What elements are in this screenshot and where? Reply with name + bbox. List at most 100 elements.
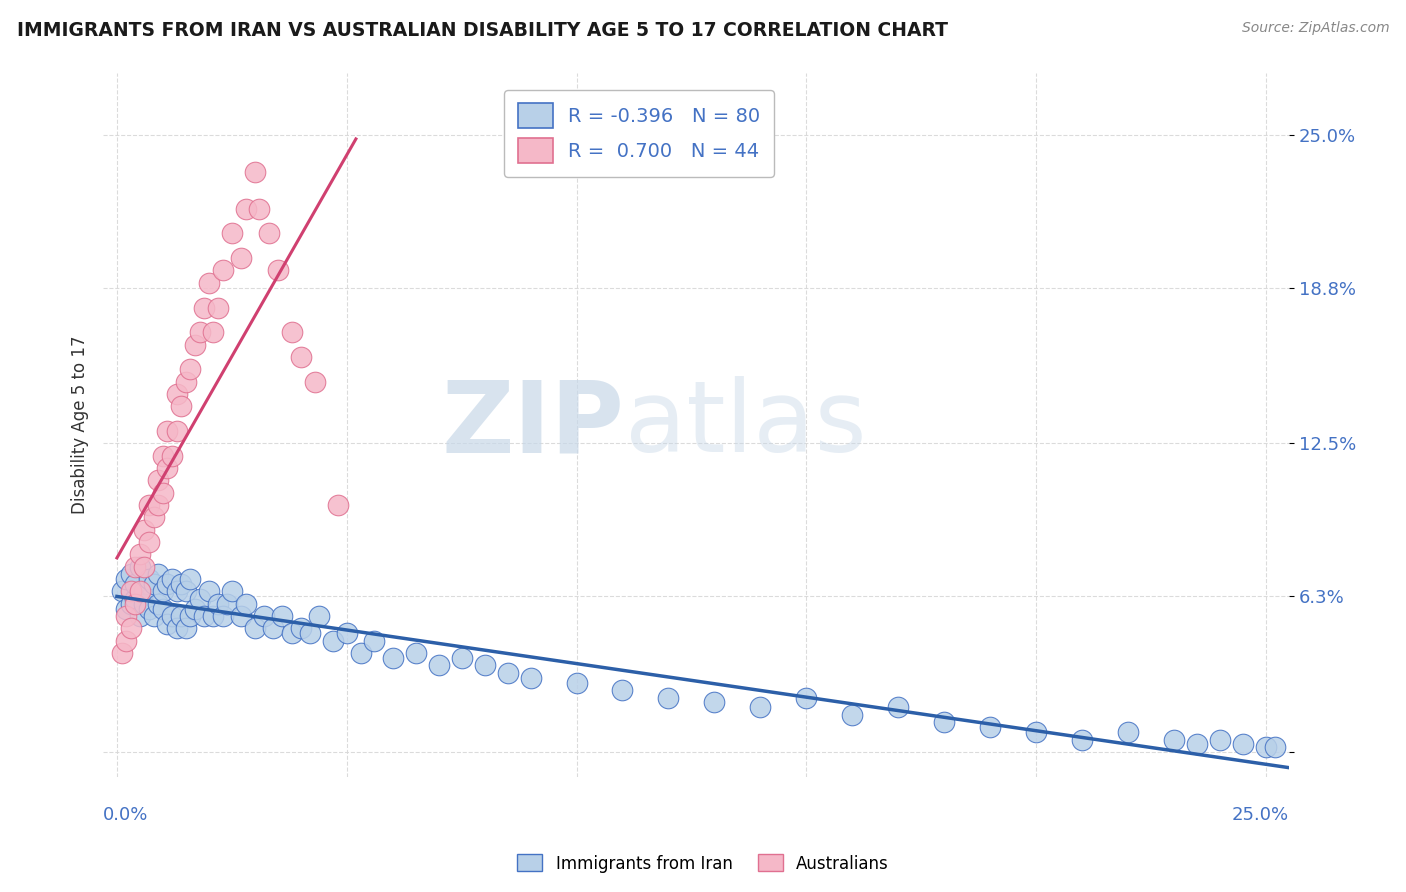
Point <box>156 424 179 438</box>
Point <box>253 609 276 624</box>
Point <box>229 251 252 265</box>
Point <box>298 626 321 640</box>
Point <box>349 646 371 660</box>
Point <box>193 609 215 624</box>
Point <box>267 263 290 277</box>
Point <box>174 375 197 389</box>
Point <box>1071 732 1094 747</box>
Point <box>280 626 302 640</box>
Point <box>290 622 312 636</box>
Point <box>142 510 165 524</box>
Point <box>152 449 174 463</box>
Point <box>450 651 472 665</box>
Point <box>243 165 266 179</box>
Point <box>160 449 183 463</box>
Point <box>887 700 910 714</box>
Point <box>148 473 170 487</box>
Point <box>1025 725 1047 739</box>
Point <box>120 584 142 599</box>
Point <box>156 616 179 631</box>
Point <box>188 591 211 606</box>
Point <box>211 609 233 624</box>
Point <box>115 609 138 624</box>
Point <box>202 325 225 339</box>
Point <box>138 601 160 615</box>
Point <box>841 707 863 722</box>
Point <box>166 622 188 636</box>
Point <box>115 601 138 615</box>
Point <box>229 609 252 624</box>
Text: Source: ZipAtlas.com: Source: ZipAtlas.com <box>1241 21 1389 35</box>
Point <box>184 337 207 351</box>
Point <box>496 665 519 680</box>
Point <box>304 375 326 389</box>
Point <box>257 227 280 241</box>
Point <box>794 690 817 705</box>
Point <box>156 577 179 591</box>
Point <box>166 424 188 438</box>
Point <box>134 597 156 611</box>
Point <box>934 715 956 730</box>
Point <box>247 202 270 216</box>
Point <box>363 633 385 648</box>
Point <box>322 633 344 648</box>
Point <box>148 567 170 582</box>
Point <box>166 584 188 599</box>
Point <box>308 609 330 624</box>
Point <box>1185 738 1208 752</box>
Point <box>612 683 634 698</box>
Point <box>198 276 221 290</box>
Point <box>170 399 193 413</box>
Point <box>280 325 302 339</box>
Point <box>152 485 174 500</box>
Point <box>326 498 349 512</box>
Point <box>979 720 1001 734</box>
Point <box>170 577 193 591</box>
Point <box>1209 732 1232 747</box>
Point <box>221 227 243 241</box>
Point <box>1254 739 1277 754</box>
Point <box>207 597 229 611</box>
Point <box>198 584 221 599</box>
Point <box>262 622 284 636</box>
Text: IMMIGRANTS FROM IRAN VS AUSTRALIAN DISABILITY AGE 5 TO 17 CORRELATION CHART: IMMIGRANTS FROM IRAN VS AUSTRALIAN DISAB… <box>17 21 948 39</box>
Point <box>1264 739 1286 754</box>
Point <box>235 597 257 611</box>
Point <box>179 609 201 624</box>
Point <box>1232 738 1254 752</box>
Point <box>124 597 146 611</box>
Point <box>193 301 215 315</box>
Text: 0.0%: 0.0% <box>103 806 149 824</box>
Point <box>124 559 146 574</box>
Point <box>134 523 156 537</box>
Point <box>134 584 156 599</box>
Point <box>243 622 266 636</box>
Point <box>148 597 170 611</box>
Point <box>170 609 193 624</box>
Y-axis label: Disability Age 5 to 17: Disability Age 5 to 17 <box>72 335 89 514</box>
Text: ZIP: ZIP <box>441 376 624 474</box>
Point <box>128 559 150 574</box>
Point <box>115 633 138 648</box>
Point <box>519 671 541 685</box>
Point <box>156 461 179 475</box>
Point <box>1163 732 1185 747</box>
Point <box>211 263 233 277</box>
Point <box>142 609 165 624</box>
Point <box>565 675 588 690</box>
Point <box>207 301 229 315</box>
Point <box>120 567 142 582</box>
Point <box>142 577 165 591</box>
Point <box>336 626 359 640</box>
Point <box>110 646 132 660</box>
Point <box>179 572 201 586</box>
Point <box>235 202 257 216</box>
Point <box>134 559 156 574</box>
Point <box>217 597 239 611</box>
Point <box>703 696 725 710</box>
Point <box>124 577 146 591</box>
Point <box>138 535 160 549</box>
Point <box>166 387 188 401</box>
Point <box>290 350 312 364</box>
Point <box>474 658 496 673</box>
